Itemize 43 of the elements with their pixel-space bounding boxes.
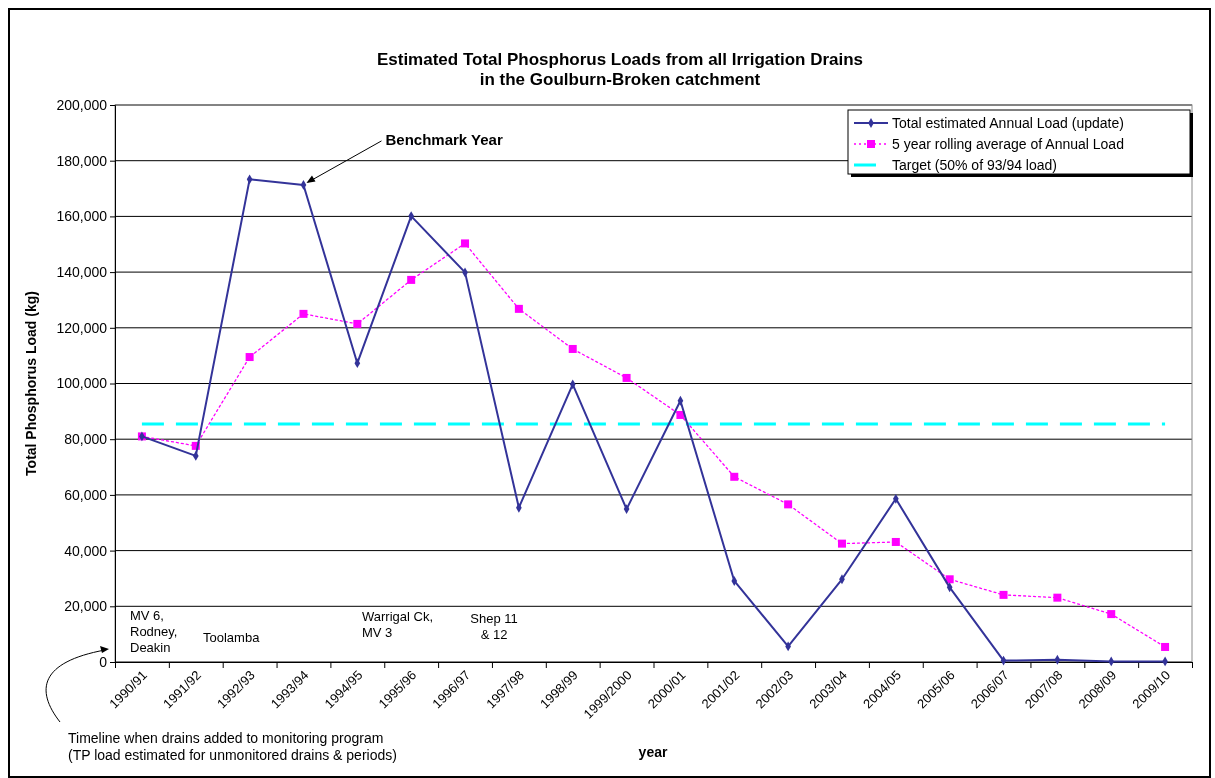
point xyxy=(945,575,954,584)
point xyxy=(300,180,307,190)
point xyxy=(407,275,416,284)
y-tick-label: 200,000 xyxy=(56,96,108,113)
y-tick-label: 180,000 xyxy=(56,152,108,169)
point xyxy=(1107,610,1116,619)
point xyxy=(891,537,900,546)
point xyxy=(245,353,254,362)
y-tick-label: 160,000 xyxy=(56,208,108,225)
legend-label: 5 year rolling average of Annual Load xyxy=(892,136,1124,152)
y-tick-label: 120,000 xyxy=(56,319,108,336)
annotation: Toolamba xyxy=(203,630,261,645)
x-axis-title: year xyxy=(638,744,668,760)
point xyxy=(1053,593,1062,602)
point xyxy=(622,373,631,382)
y-tick-label: 60,000 xyxy=(64,486,108,503)
point xyxy=(730,472,739,481)
point xyxy=(784,500,793,509)
point xyxy=(514,304,523,313)
legend-label: Total estimated Annual Load (update) xyxy=(892,115,1124,131)
y-tick-label: 100,000 xyxy=(56,375,108,392)
chart-title: Estimated Total Phosphorus Loads from all Irrigation Drains in the Goulburn-Broken catchment xyxy=(376,50,864,89)
point xyxy=(731,576,738,586)
y-tick-label: 80,000 xyxy=(64,431,108,448)
y-tick-label: 20,000 xyxy=(64,598,108,615)
point xyxy=(837,539,846,548)
y-tick-label: 40,000 xyxy=(64,542,108,559)
point xyxy=(299,309,308,318)
annotation: Benchmark Year xyxy=(385,130,503,148)
point xyxy=(999,590,1008,599)
text: Timeline when drains added to monitoring program (TP load estimated for unmonitored drains & periods) xyxy=(68,730,397,763)
annotation: Shep 11 & 12 xyxy=(470,611,518,642)
point xyxy=(461,239,470,248)
annotation: MV 6, Rodney, Deakin xyxy=(130,608,178,655)
point xyxy=(353,319,362,328)
point xyxy=(568,344,577,353)
annotation: Warrigal Ck, MV 3 xyxy=(362,609,434,640)
point xyxy=(1161,642,1170,651)
legend-label: Target (50% of 93/94 load) xyxy=(892,157,1057,173)
y-tick-label: 140,000 xyxy=(56,264,108,281)
y-tick-label: 0 xyxy=(99,653,108,670)
y-axis-title: Total Phosphorus Load (kg) xyxy=(23,291,39,476)
point xyxy=(676,410,685,419)
